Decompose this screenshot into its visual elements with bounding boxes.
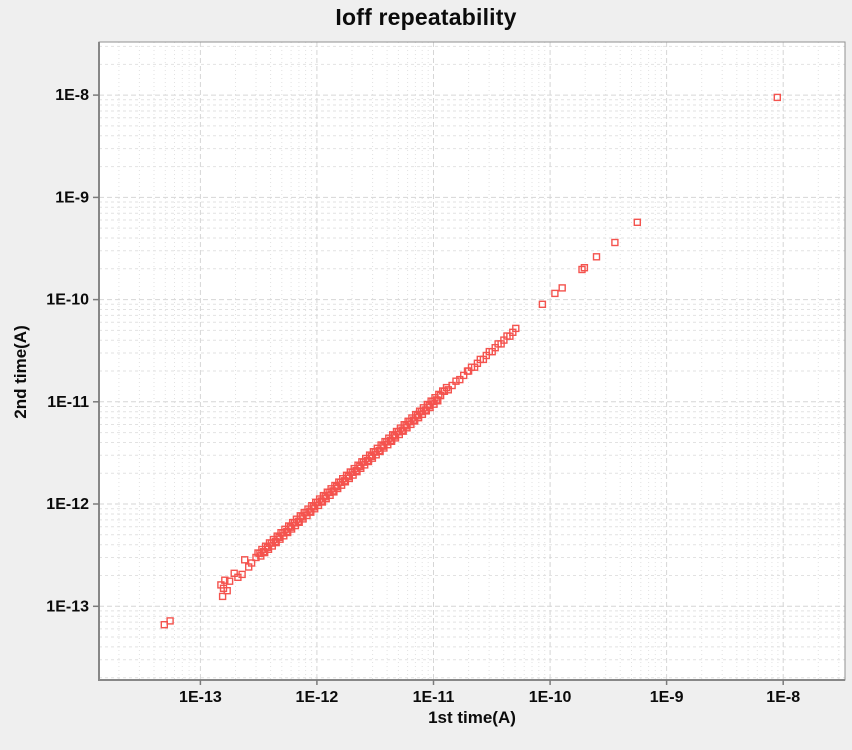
- x-tick-label: 1E-12: [296, 689, 339, 706]
- y-tick-label: 1E-11: [47, 394, 89, 411]
- y-tick-label: 1E-13: [46, 598, 89, 615]
- y-tick-label: 1E-9: [55, 189, 89, 206]
- major-gridlines: [99, 42, 845, 680]
- x-tick-label: 1E-13: [179, 689, 222, 706]
- x-axis-label: 1st time(A): [428, 708, 516, 727]
- minor-gridlines: [99, 42, 845, 680]
- plot-area: [99, 42, 845, 680]
- x-tick-label: 1E-8: [766, 689, 800, 706]
- y-tick-label: 1E-8: [55, 87, 89, 104]
- x-tick-label: 1E-9: [650, 689, 684, 706]
- x-tick-label: 1E-10: [529, 689, 572, 706]
- x-tick-label: 1E-11: [413, 689, 455, 706]
- chart-title: Ioff repeatability: [335, 4, 517, 30]
- data-points: [160, 93, 781, 629]
- y-axis-label: 2nd time(A): [11, 325, 30, 419]
- axis-lines: [98, 42, 845, 681]
- tick-labels: 1E-13 1E-12 1E-11 1E-10 1E-9 1E-8 1E-8 1E-9 1E-1…: [46, 87, 800, 706]
- y-tick-label: 1E-10: [46, 292, 89, 309]
- tick-marks: [93, 94, 784, 685]
- y-tick-label: 1E-12: [46, 496, 89, 513]
